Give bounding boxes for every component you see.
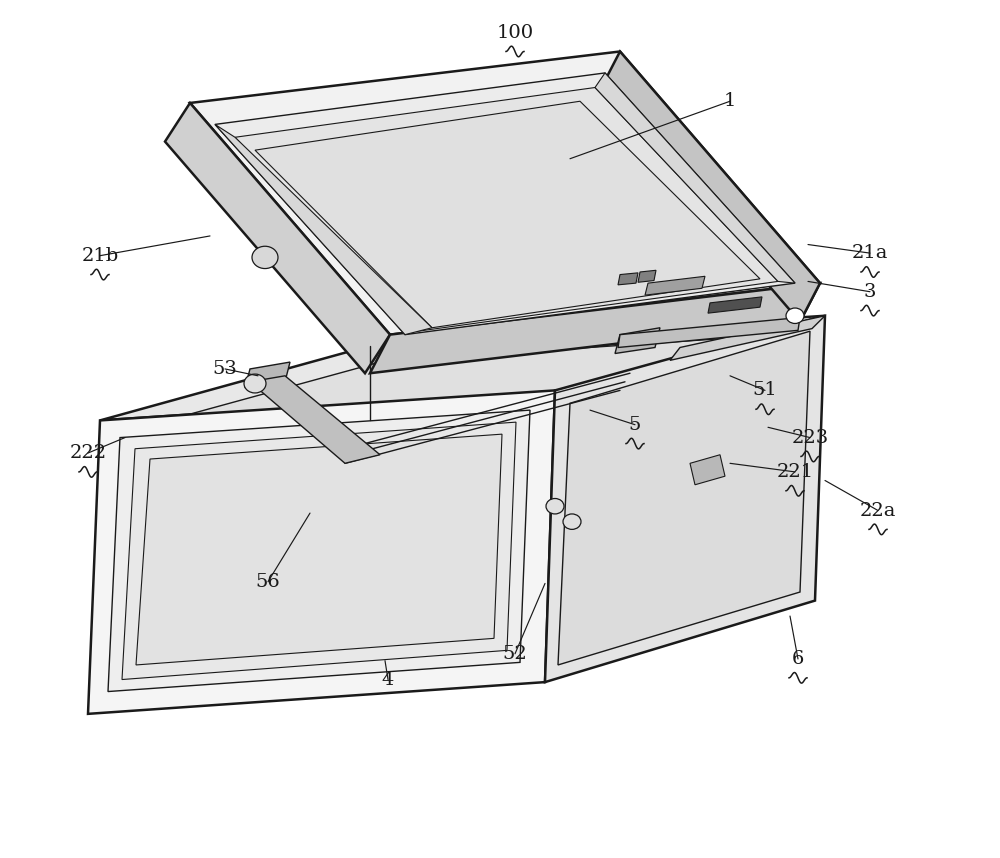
Text: 51: 51 <box>753 382 777 399</box>
Polygon shape <box>615 328 660 353</box>
Text: 222: 222 <box>69 444 107 462</box>
Text: 223: 223 <box>791 429 829 446</box>
Text: 52: 52 <box>503 645 527 662</box>
Polygon shape <box>690 455 725 485</box>
Text: 21b: 21b <box>81 247 119 264</box>
Circle shape <box>244 374 266 393</box>
Text: 221: 221 <box>776 463 814 480</box>
Polygon shape <box>235 88 778 331</box>
Polygon shape <box>600 51 820 322</box>
Polygon shape <box>165 103 390 373</box>
Circle shape <box>563 514 581 529</box>
Circle shape <box>546 498 564 514</box>
Polygon shape <box>190 51 820 335</box>
Polygon shape <box>618 317 800 347</box>
Text: 1: 1 <box>724 93 736 110</box>
Polygon shape <box>558 331 810 665</box>
Circle shape <box>786 308 804 323</box>
Text: 5: 5 <box>629 416 641 433</box>
Polygon shape <box>136 434 502 665</box>
Text: 4: 4 <box>382 671 394 688</box>
Text: 100: 100 <box>496 24 534 41</box>
Polygon shape <box>708 297 762 313</box>
Polygon shape <box>638 270 656 282</box>
Polygon shape <box>88 390 555 714</box>
Text: 21a: 21a <box>852 245 888 262</box>
Polygon shape <box>645 276 705 295</box>
Polygon shape <box>100 316 825 420</box>
Polygon shape <box>245 362 290 388</box>
Polygon shape <box>120 333 808 433</box>
Polygon shape <box>370 283 820 373</box>
Text: 53: 53 <box>213 360 237 378</box>
Polygon shape <box>618 273 638 285</box>
Polygon shape <box>122 422 516 680</box>
Polygon shape <box>250 376 380 463</box>
Circle shape <box>252 246 278 269</box>
Text: 22a: 22a <box>860 502 896 519</box>
Text: 6: 6 <box>792 650 804 668</box>
Polygon shape <box>215 73 795 335</box>
Polygon shape <box>215 124 432 335</box>
Text: 56: 56 <box>256 573 280 590</box>
Polygon shape <box>545 316 825 682</box>
Polygon shape <box>108 410 530 692</box>
Polygon shape <box>255 101 760 328</box>
Polygon shape <box>670 316 825 360</box>
Text: 3: 3 <box>864 283 876 300</box>
Polygon shape <box>595 73 795 283</box>
